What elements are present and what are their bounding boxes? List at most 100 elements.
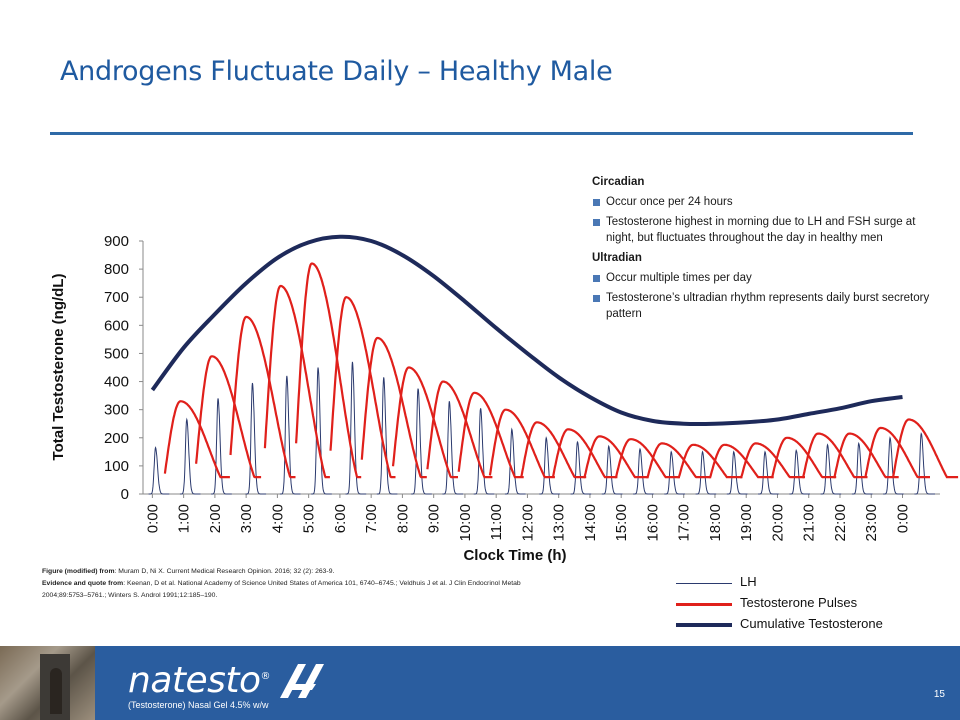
bullet-panel: Circadian Occur once per 24 hours Testos… bbox=[592, 174, 937, 326]
legend-lh-label: LH bbox=[740, 574, 757, 589]
x-tick-label: 7:00 bbox=[363, 504, 380, 533]
testosterone-pulse bbox=[864, 426, 930, 479]
y-tick-label: 100 bbox=[104, 458, 129, 475]
figure-ref-text: : Muram D, Ni X. Current Medical Researc… bbox=[114, 568, 335, 575]
evidence-ref-label: Evidence and quote from bbox=[42, 580, 124, 587]
x-tick-label: 9:00 bbox=[426, 504, 443, 533]
testosterone-pulse bbox=[457, 391, 524, 479]
lh-pulse bbox=[345, 361, 367, 495]
lh-pulse bbox=[664, 450, 685, 495]
footer-photo bbox=[0, 646, 95, 720]
y-tick-label: 700 bbox=[104, 289, 129, 306]
testosterone-pulse bbox=[646, 442, 712, 479]
y-tick-label: 800 bbox=[104, 261, 129, 278]
lh-pulse bbox=[504, 427, 526, 495]
lh-pulse bbox=[148, 446, 170, 495]
x-tick-label: 22:00 bbox=[832, 504, 849, 542]
testosterone-pulse bbox=[360, 336, 427, 479]
y-tick-label: 200 bbox=[104, 430, 129, 447]
circadian-header: Circadian bbox=[592, 176, 645, 188]
legend-cumulative-label: Cumulative Testosterone bbox=[740, 616, 883, 631]
lh-pulse bbox=[376, 377, 398, 495]
lh-pulse bbox=[601, 444, 623, 495]
x-tick-label: 19:00 bbox=[738, 504, 755, 542]
x-tick-label: 8:00 bbox=[394, 504, 411, 533]
figure-ref-label: Figure (modified) from bbox=[42, 568, 115, 575]
legend-lh-swatch bbox=[676, 583, 732, 584]
x-tick-label: 13:00 bbox=[551, 504, 568, 542]
circadian-item-2: Testosterone highest in morning due to L… bbox=[592, 214, 937, 246]
lh-pulse bbox=[695, 450, 717, 495]
x-tick-label: 0:00 bbox=[894, 504, 911, 533]
brand-subtitle: (Testosterone) Nasal Gel 4.5% w/w bbox=[128, 700, 269, 710]
x-tick-label: 14:00 bbox=[582, 504, 599, 542]
ultradian-header: Ultradian bbox=[592, 252, 642, 264]
lh-pulse bbox=[914, 432, 935, 495]
y-tick-label: 400 bbox=[104, 374, 129, 391]
testosterone-pulse bbox=[229, 315, 296, 479]
circadian-item-1: Occur once per 24 hours bbox=[592, 194, 937, 210]
lh-pulse bbox=[179, 417, 201, 495]
testosterone-pulse bbox=[391, 366, 458, 479]
brand-logo-icon bbox=[280, 664, 324, 698]
testosterone-pulse bbox=[740, 442, 805, 479]
lh-pulse bbox=[473, 408, 495, 495]
lh-pulse bbox=[851, 441, 873, 495]
x-tick-label: 12:00 bbox=[519, 504, 536, 542]
x-tick-label: 1:00 bbox=[176, 504, 193, 533]
page-number: 15 bbox=[933, 689, 945, 700]
lh-pulse bbox=[633, 447, 654, 495]
x-tick-label: 15:00 bbox=[613, 504, 630, 542]
lh-pulse bbox=[789, 448, 810, 495]
testosterone-pulse bbox=[802, 432, 868, 479]
x-tick-label: 21:00 bbox=[801, 504, 818, 542]
y-tick-label: 300 bbox=[104, 402, 129, 419]
legend-pulses-swatch bbox=[676, 603, 732, 606]
ultradian-item-2: Testosterone’s ultradian rhythm represen… bbox=[592, 290, 937, 322]
testosterone-pulse bbox=[551, 428, 618, 479]
lh-pulse bbox=[883, 436, 904, 495]
testosterone-pulse bbox=[520, 421, 587, 479]
lh-pulse bbox=[570, 440, 592, 495]
x-tick-label: 0:00 bbox=[144, 504, 161, 533]
y-tick-label: 900 bbox=[104, 233, 129, 250]
x-tick-label: 20:00 bbox=[769, 504, 786, 542]
lh-pulse bbox=[411, 388, 432, 495]
legend-pulses-label: Testosterone Pulses bbox=[740, 595, 858, 610]
testosterone-pulse bbox=[583, 435, 649, 479]
title-divider bbox=[50, 132, 913, 135]
footer-bar: natesto® (Testosterone) Nasal Gel 4.5% w… bbox=[0, 646, 960, 720]
x-tick-label: 10:00 bbox=[457, 504, 474, 542]
lh-pulse bbox=[758, 450, 779, 495]
lh-pulse bbox=[211, 398, 232, 495]
y-tick-label: 600 bbox=[104, 317, 129, 334]
references: Figure (modified) from: Muram D, Ni X. C… bbox=[42, 566, 562, 602]
lh-pulse bbox=[279, 375, 301, 495]
lh-pulse bbox=[311, 367, 332, 495]
ultradian-item-1: Occur multiple times per day bbox=[592, 270, 937, 286]
x-tick-label: 11:00 bbox=[488, 504, 505, 540]
testosterone-pulse bbox=[488, 408, 555, 479]
testosterone-pulse bbox=[263, 284, 330, 479]
lh-pulse bbox=[245, 382, 267, 495]
lh-pulse bbox=[539, 436, 560, 495]
evidence-ref-text: : Keenan, D et al. National Academy of S… bbox=[42, 580, 521, 599]
cumulative-curve bbox=[150, 234, 903, 426]
legend-cumulative-swatch bbox=[676, 623, 732, 627]
testosterone-pulse bbox=[329, 296, 396, 479]
testosterone-pulse bbox=[833, 432, 899, 479]
photo-person bbox=[50, 668, 62, 714]
testosterone-pulse bbox=[770, 436, 837, 479]
testosterone-pulse bbox=[892, 418, 959, 479]
y-axis-label: Total Testosterone (ng/dL) bbox=[50, 274, 67, 461]
testosterone-pulse bbox=[677, 443, 743, 479]
x-tick-label: 2:00 bbox=[207, 504, 224, 533]
slide-title: Androgens Fluctuate Daily – Healthy Male bbox=[60, 56, 613, 87]
lh-pulse bbox=[442, 401, 464, 495]
x-tick-label: 6:00 bbox=[332, 504, 349, 533]
cumulative-series bbox=[150, 234, 903, 426]
x-tick-label: 17:00 bbox=[676, 504, 693, 542]
testosterone-pulse bbox=[295, 262, 362, 479]
chart-axes: 0 100 200 300 400 500 600 700 800 900 0:00 1:00 2:00… bbox=[104, 233, 940, 542]
